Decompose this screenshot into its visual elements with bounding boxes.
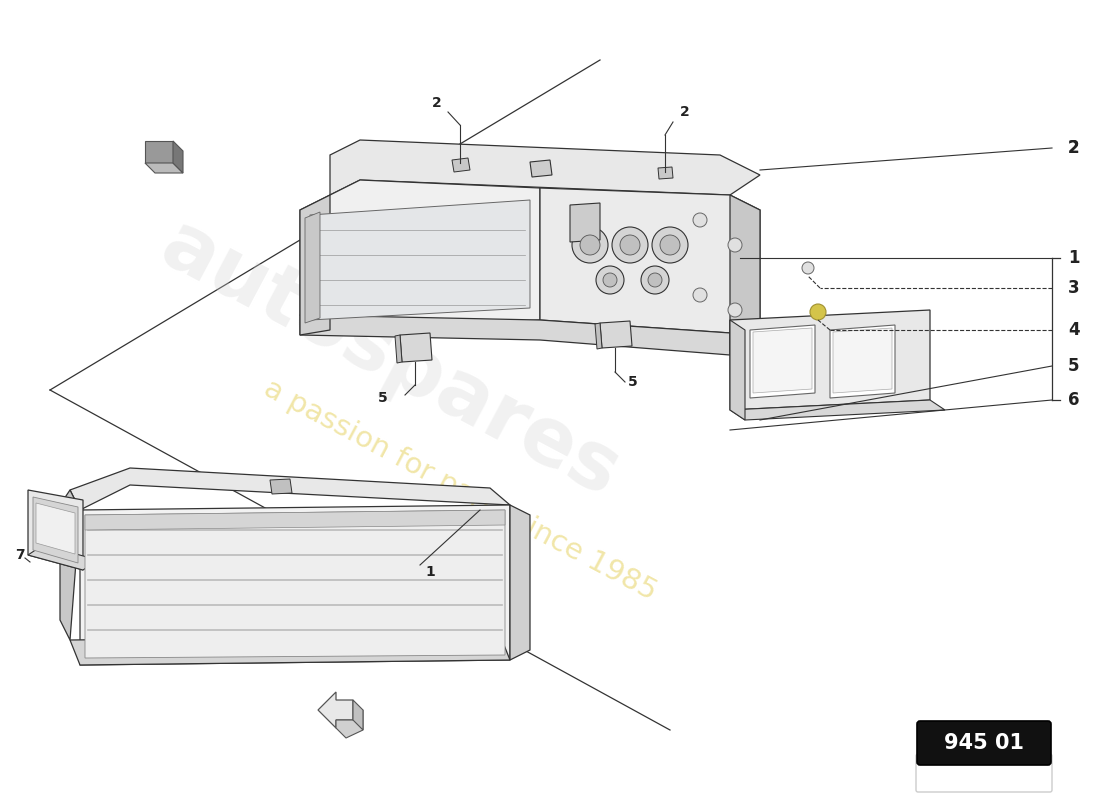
Text: 4: 4	[1068, 321, 1079, 339]
Circle shape	[648, 273, 662, 287]
Polygon shape	[28, 490, 82, 570]
Polygon shape	[730, 400, 945, 420]
Polygon shape	[300, 315, 760, 355]
Polygon shape	[145, 163, 183, 173]
Text: 3: 3	[1068, 279, 1079, 297]
Polygon shape	[85, 510, 505, 658]
Polygon shape	[658, 167, 673, 179]
Polygon shape	[730, 310, 930, 410]
Circle shape	[802, 262, 814, 274]
Polygon shape	[33, 497, 78, 563]
Polygon shape	[70, 468, 510, 510]
Text: 2: 2	[432, 96, 442, 110]
Circle shape	[728, 303, 743, 317]
Polygon shape	[300, 180, 540, 330]
Circle shape	[652, 227, 688, 263]
Circle shape	[641, 266, 669, 294]
Text: 2: 2	[680, 105, 690, 119]
Polygon shape	[833, 328, 892, 393]
Text: 1: 1	[425, 565, 435, 579]
Polygon shape	[336, 710, 363, 738]
Text: 6: 6	[1068, 391, 1079, 409]
Polygon shape	[36, 503, 75, 554]
Polygon shape	[750, 325, 815, 398]
Polygon shape	[310, 200, 530, 320]
Polygon shape	[305, 212, 320, 323]
Text: 1: 1	[1068, 249, 1079, 267]
Text: 2: 2	[1068, 139, 1079, 157]
Circle shape	[572, 227, 608, 263]
Polygon shape	[395, 335, 402, 363]
Polygon shape	[730, 320, 745, 420]
Polygon shape	[270, 479, 292, 494]
Circle shape	[612, 227, 648, 263]
Text: autospares: autospares	[147, 206, 632, 514]
Polygon shape	[570, 203, 600, 242]
Polygon shape	[80, 505, 510, 665]
Text: 7: 7	[15, 548, 24, 562]
Text: 2: 2	[1068, 139, 1079, 157]
Circle shape	[810, 304, 826, 320]
Circle shape	[693, 213, 707, 227]
Polygon shape	[28, 545, 98, 570]
Text: 5: 5	[1068, 357, 1079, 375]
Text: 5: 5	[628, 375, 638, 389]
Polygon shape	[173, 141, 183, 173]
Text: a passion for parts since 1985: a passion for parts since 1985	[258, 374, 661, 606]
Polygon shape	[70, 635, 510, 665]
Circle shape	[728, 238, 743, 252]
Circle shape	[580, 235, 600, 255]
Polygon shape	[300, 195, 330, 335]
Polygon shape	[830, 325, 895, 398]
FancyBboxPatch shape	[916, 754, 1052, 792]
Text: 5: 5	[378, 391, 387, 405]
Polygon shape	[85, 510, 505, 530]
FancyBboxPatch shape	[917, 721, 1050, 765]
Polygon shape	[400, 333, 432, 362]
Polygon shape	[540, 188, 760, 335]
Polygon shape	[353, 700, 363, 730]
Polygon shape	[60, 490, 80, 640]
Polygon shape	[754, 328, 812, 393]
Circle shape	[603, 273, 617, 287]
Polygon shape	[600, 321, 632, 348]
Polygon shape	[510, 505, 530, 660]
Circle shape	[620, 235, 640, 255]
Polygon shape	[318, 692, 353, 728]
Polygon shape	[145, 141, 173, 163]
Circle shape	[693, 288, 707, 302]
Polygon shape	[330, 140, 760, 195]
Circle shape	[596, 266, 624, 294]
Polygon shape	[730, 195, 760, 355]
Circle shape	[660, 235, 680, 255]
Polygon shape	[530, 160, 552, 177]
Polygon shape	[452, 158, 470, 172]
Text: 945 01: 945 01	[944, 733, 1024, 753]
Polygon shape	[595, 323, 602, 349]
